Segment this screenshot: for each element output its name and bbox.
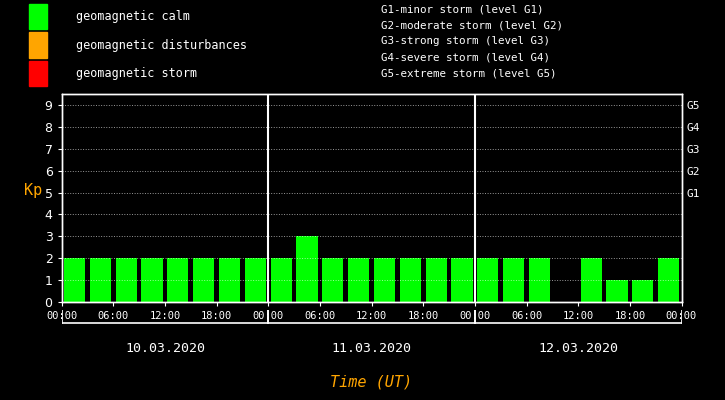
- Text: G1-minor storm (level G1): G1-minor storm (level G1): [381, 4, 543, 14]
- Text: geomagnetic storm: geomagnetic storm: [76, 67, 197, 80]
- Text: 11.03.2020: 11.03.2020: [331, 342, 412, 356]
- Bar: [399, 258, 421, 302]
- Bar: [426, 258, 447, 302]
- Bar: [193, 258, 215, 302]
- Bar: [348, 258, 369, 302]
- Bar: [245, 258, 266, 302]
- Bar: [297, 236, 318, 302]
- Bar: [529, 258, 550, 302]
- Text: Time (UT): Time (UT): [331, 374, 413, 390]
- Bar: [477, 258, 498, 302]
- Text: 10.03.2020: 10.03.2020: [125, 342, 205, 356]
- Bar: [606, 280, 628, 302]
- Bar: [219, 258, 240, 302]
- Bar: [29, 4, 47, 29]
- Bar: [632, 280, 653, 302]
- Bar: [581, 258, 602, 302]
- Bar: [167, 258, 188, 302]
- Bar: [503, 258, 524, 302]
- Text: G5-extreme storm (level G5): G5-extreme storm (level G5): [381, 69, 556, 79]
- Bar: [29, 32, 47, 58]
- Text: G3-strong storm (level G3): G3-strong storm (level G3): [381, 36, 550, 46]
- Bar: [452, 258, 473, 302]
- Bar: [115, 258, 137, 302]
- Y-axis label: Kp: Kp: [25, 183, 43, 198]
- Bar: [658, 258, 679, 302]
- Bar: [29, 61, 47, 86]
- Bar: [322, 258, 344, 302]
- Text: geomagnetic calm: geomagnetic calm: [76, 10, 190, 23]
- Text: G4-severe storm (level G4): G4-severe storm (level G4): [381, 53, 550, 63]
- Bar: [374, 258, 395, 302]
- Bar: [64, 258, 85, 302]
- Text: G2-moderate storm (level G2): G2-moderate storm (level G2): [381, 20, 563, 30]
- Text: geomagnetic disturbances: geomagnetic disturbances: [76, 38, 247, 52]
- Text: 12.03.2020: 12.03.2020: [538, 342, 618, 356]
- Bar: [270, 258, 291, 302]
- Bar: [141, 258, 162, 302]
- Bar: [90, 258, 111, 302]
